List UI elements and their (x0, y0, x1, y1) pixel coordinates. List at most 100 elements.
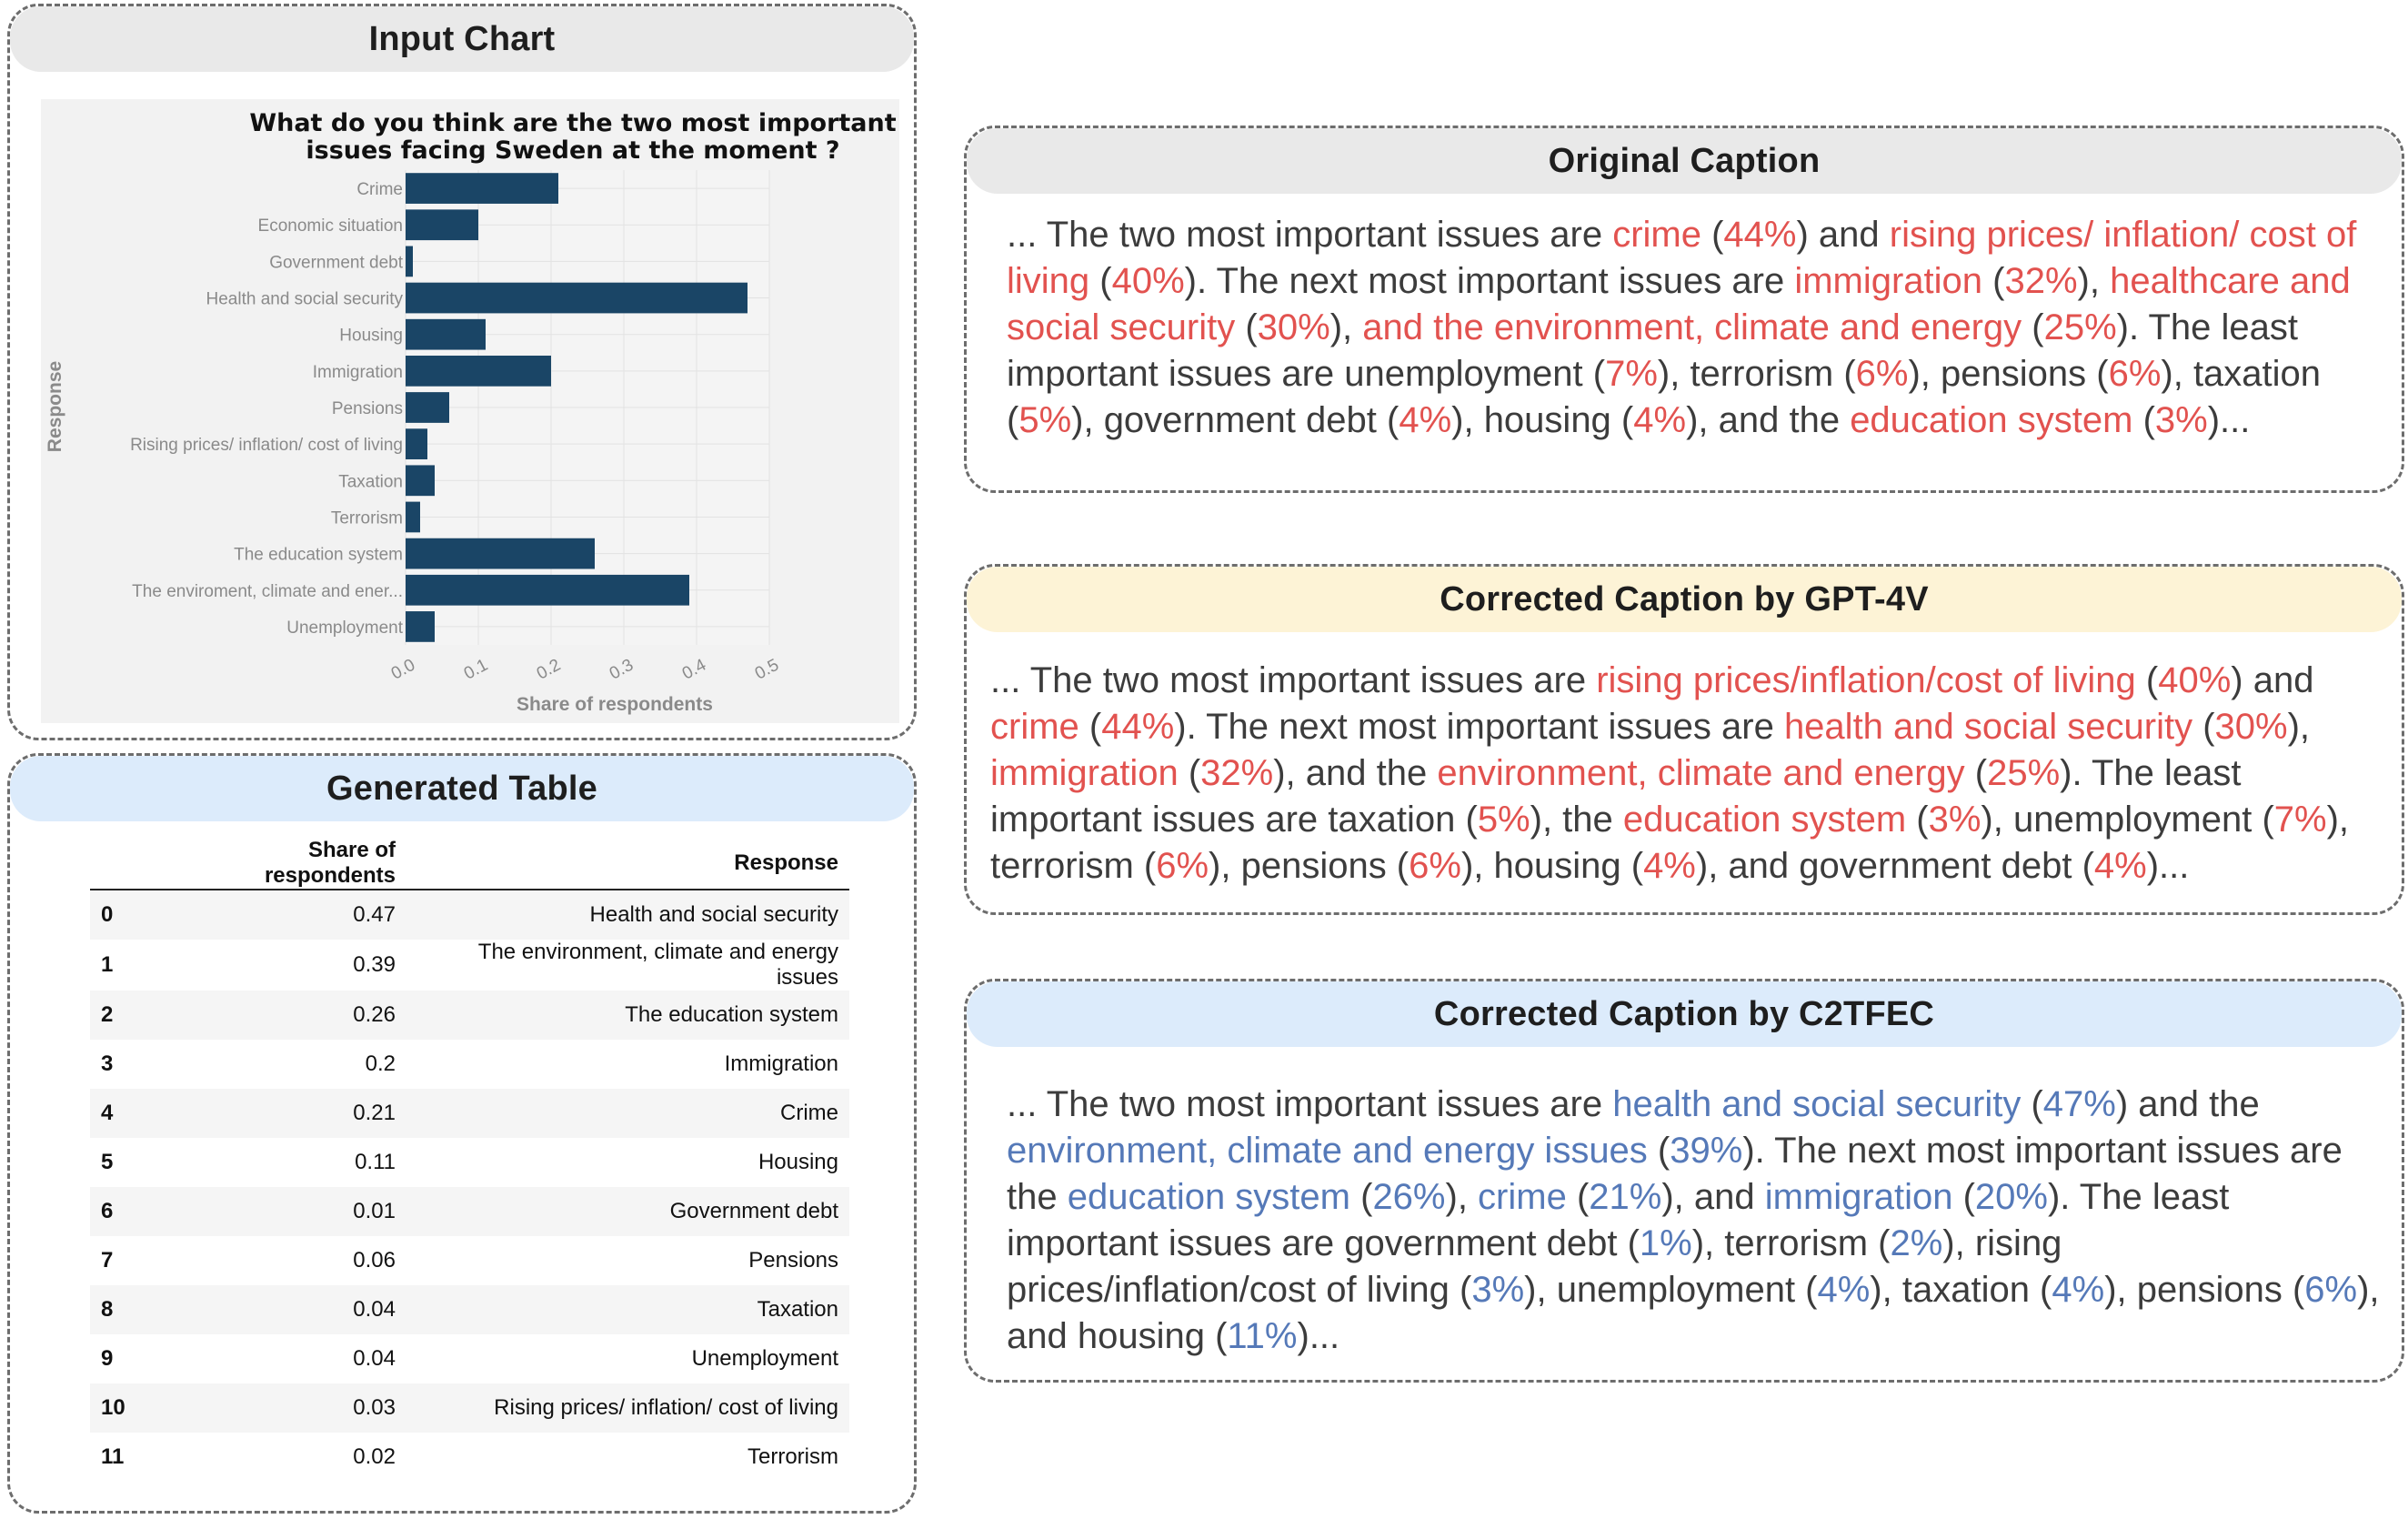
table-cell-index: 3 (101, 1051, 114, 1076)
x-tick-label: 0.1 (461, 656, 491, 684)
caption-highlight: 44% (1723, 215, 1797, 255)
caption-highlight: 6% (1855, 354, 1909, 394)
caption-text: ( (1178, 753, 1201, 793)
y-axis-label: Response (45, 361, 65, 452)
table-cell-share: 0.47 (166, 890, 406, 940)
caption-text: ), terrorism ( (990, 800, 2350, 886)
chart-title-line1: What do you think are the two most impor… (249, 109, 896, 137)
caption-text: ( (1701, 215, 1724, 255)
table-cell-response: Taxation (406, 1285, 849, 1334)
category-label: Housing (339, 327, 403, 346)
caption-highlight: immigration (1794, 261, 1983, 301)
caption-text: ), (1329, 307, 1363, 347)
table-row: 9 0.04 Unemployment (90, 1334, 849, 1383)
table-cell-share: 0.04 (166, 1285, 406, 1334)
table-cell-response: Health and social security (406, 890, 849, 940)
caption-text: ), housing ( (1460, 846, 1644, 886)
bar (406, 428, 427, 460)
caption-highlight: 32% (1200, 753, 1274, 793)
bar (406, 392, 449, 423)
caption-text: ), and the (1686, 400, 1851, 440)
caption-highlight: 4% (1633, 400, 1687, 440)
table-cell-share: 0.39 (353, 952, 396, 977)
table-header-share: Share of respondents (166, 838, 406, 890)
caption-text: ). The least important issues are unempl… (1007, 307, 2298, 394)
caption-text: )... (1297, 1316, 1340, 1356)
table-cell-share: 0.11 (355, 1150, 396, 1174)
category-label: Taxation (338, 472, 403, 491)
gpt4v-caption-header: Corrected Caption by GPT-4V (967, 567, 2402, 632)
caption-highlight: health and social security (1783, 707, 2193, 747)
table-cell-index: 6 (90, 1187, 166, 1236)
bar (406, 355, 551, 387)
caption-highlight: education system (1067, 1177, 1350, 1217)
caption-text: ) and (1796, 215, 1890, 255)
caption-text: ( (1906, 800, 1929, 840)
caption-text: ... The two most important issues are (1007, 215, 1613, 255)
caption-highlight: and the environment, climate and energy (1362, 307, 2022, 347)
caption-highlight: 3% (2154, 400, 2208, 440)
caption-highlight: 4% (1817, 1270, 1871, 1310)
caption-highlight: 4% (1643, 846, 1696, 886)
caption-text: ... The two most important issues are (1007, 1084, 1613, 1124)
table-cell-share: 0.06 (353, 1248, 396, 1273)
gpt4v-caption-text: ... The two most important issues are ri… (990, 658, 2380, 890)
caption-text: ), taxation ( (1007, 354, 2322, 440)
caption-text: ( (1964, 753, 1988, 793)
caption-text: ), unemployment ( (1524, 1270, 1818, 1310)
c2tfec-caption-panel: Corrected Caption by C2TFEC ... The two … (964, 979, 2404, 1383)
table-row: 0 0.47 Health and social security (90, 890, 849, 940)
c2tfec-caption-header: Corrected Caption by C2TFEC (967, 981, 2402, 1047)
category-label: Rising prices/ inflation/ cost of living (130, 436, 403, 455)
caption-text: ( (1566, 1177, 1590, 1217)
caption-highlight: 40% (1111, 261, 1185, 301)
table-row: 1 0.39 The environment, climate and energy… (90, 940, 849, 991)
bar (406, 318, 486, 350)
x-tick-label: 0.2 (534, 656, 564, 684)
table-cell-share: 0.01 (166, 1187, 406, 1236)
table-header-index (90, 838, 166, 890)
table-row: 7 0.06 Pensions (90, 1236, 849, 1285)
table-cell-response: Crime (406, 1089, 849, 1138)
table-cell-share: 0.2 (365, 1051, 396, 1076)
table-cell-response: The education system (406, 991, 849, 1040)
caption-highlight: 25% (1987, 753, 2061, 793)
caption-text: ), and (1661, 1177, 1765, 1217)
bar (406, 574, 689, 606)
caption-highlight: rising prices/ inflation/ cost of living (1007, 215, 2357, 301)
bar (406, 209, 478, 241)
bar-chart-svg: Crime Economic situation Government debt He… (45, 109, 897, 715)
caption-text: ), rising prices/inflation/cost of livin… (1007, 1223, 2062, 1310)
category-label: Health and social security (206, 290, 404, 309)
category-label: Crime (356, 180, 403, 199)
caption-highlight: 4% (2052, 1270, 2105, 1310)
caption-text: ( (1235, 307, 1258, 347)
x-tick-label: 0.3 (607, 656, 637, 684)
category-label: Pensions (332, 399, 403, 418)
caption-highlight: healthcare and social security (1007, 261, 2351, 347)
bar-chart: Crime Economic situation Government debt He… (41, 99, 899, 723)
caption-highlight: 6% (2304, 1270, 2358, 1310)
x-axis-label: Share of respondents (517, 694, 713, 715)
table-row: 10 0.03 Rising prices/ inflation/ cost of … (90, 1383, 849, 1433)
caption-text: ), taxation ( (1870, 1270, 2052, 1310)
caption-highlight: 20% (1974, 1177, 2048, 1217)
table-row: 5 0.11 Housing (90, 1138, 849, 1187)
caption-highlight: 5% (1018, 400, 1072, 440)
caption-text: ), terrorism ( (1691, 1223, 1891, 1263)
caption-text: ( (1089, 261, 1112, 301)
caption-highlight: health and social security (1612, 1084, 2022, 1124)
caption-text: ), and government debt ( (1695, 846, 2094, 886)
caption-text: ( (1647, 1131, 1671, 1171)
caption-text: ( (2022, 307, 2044, 347)
table-row: 4 0.21 Crime (90, 1089, 849, 1138)
caption-text: ( (2135, 660, 2159, 700)
bar (406, 173, 558, 204)
table-header-response: Response (406, 838, 849, 890)
bar (406, 282, 747, 314)
caption-text: ), pensions ( (2104, 1270, 2305, 1310)
caption-text: ), pensions ( (1908, 354, 2109, 394)
caption-text: ), government debt ( (1071, 400, 1400, 440)
caption-text: ). The next most important issues are (1174, 707, 1784, 747)
table-cell-index: 0 (90, 890, 166, 940)
